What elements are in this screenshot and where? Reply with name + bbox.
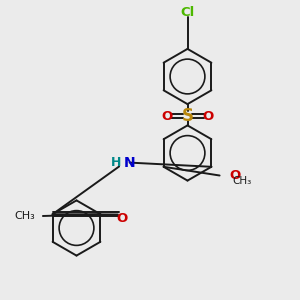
Text: O: O: [229, 169, 240, 182]
Text: O: O: [203, 110, 214, 123]
Text: O: O: [116, 212, 127, 226]
Text: CH₃: CH₃: [233, 176, 252, 187]
Text: CH₃: CH₃: [15, 211, 35, 221]
Text: O: O: [161, 110, 172, 123]
Text: N: N: [124, 156, 136, 170]
Text: S: S: [182, 107, 194, 125]
Text: Cl: Cl: [180, 5, 195, 19]
Text: H: H: [111, 156, 122, 169]
